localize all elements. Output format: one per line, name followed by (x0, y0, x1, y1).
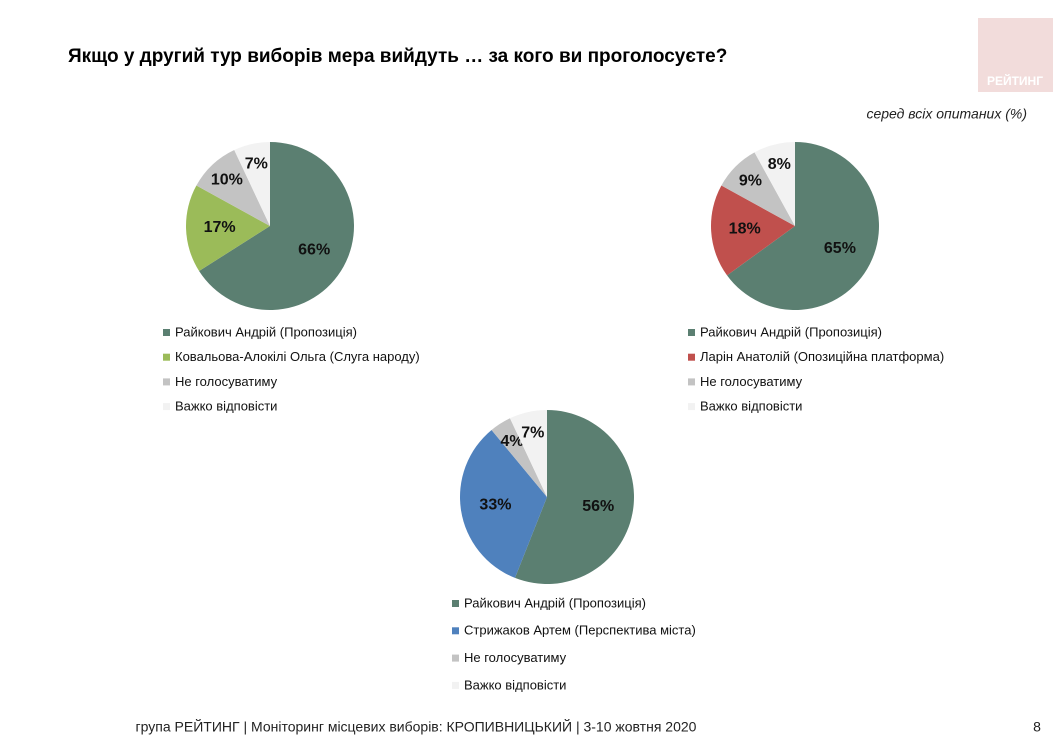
legend-label: Не голосуватиму (464, 650, 567, 665)
slice-label: 17% (204, 219, 236, 236)
logo-box (978, 18, 1053, 92)
pie-slice (710, 185, 795, 276)
pie-slice (491, 418, 547, 497)
slice-label: 7% (245, 156, 268, 173)
legend-label: Важко відповісти (464, 677, 566, 692)
legend-label: Важко відповісти (700, 399, 802, 414)
legend-label: Стрижаков Артем (Перспектива міста) (464, 623, 696, 638)
legend-label: Не голосуватиму (700, 374, 803, 389)
slice-label: 9% (739, 173, 762, 190)
legend-label: Ларін Анатолій (Опозиційна платформа) (700, 349, 944, 364)
slice-label: 33% (479, 496, 511, 513)
legend-label: Не голосуватиму (175, 374, 278, 389)
legend-swatch (163, 378, 170, 386)
slice-label: 65% (824, 240, 856, 257)
legend-swatch (688, 378, 695, 386)
slice-label: 56% (582, 498, 614, 515)
legend-swatch (163, 329, 170, 336)
legend-swatch (452, 654, 459, 662)
footer: група РЕЙТИНГ | Моніторинг місцевих вибо… (136, 718, 697, 735)
legend-label: Райкович Андрій (Пропозиція) (175, 324, 357, 339)
title: Якщо у другий тур виборів мера вийдуть …… (68, 46, 727, 67)
legend-swatch (688, 329, 695, 336)
legend-swatch (688, 353, 695, 361)
legend-swatch (163, 353, 170, 361)
logo-text: РЕЙТИНГ (987, 73, 1043, 88)
legend-swatch (452, 681, 459, 689)
pie-slice (196, 149, 270, 226)
slice-label: 18% (729, 220, 761, 237)
legend-label: Райкович Андрій (Пропозиція) (700, 324, 882, 339)
legend-label: Райкович Андрій (Пропозиція) (464, 595, 646, 610)
legend-swatch (452, 600, 459, 607)
slice-label: 66% (298, 241, 330, 258)
pie-slice (199, 142, 354, 311)
pie-slice (509, 410, 547, 497)
legend-swatch (163, 403, 170, 411)
slice-label: 4% (500, 433, 523, 450)
slice-label: 8% (768, 156, 791, 173)
pie-slice (721, 152, 795, 226)
page-number: 8 (1033, 719, 1041, 735)
pie-slice (727, 142, 880, 310)
pie-slice (514, 410, 634, 584)
legend-swatch (452, 627, 459, 635)
pie-slice (186, 185, 270, 272)
legend-label: Ковальова-Алокілі Ольга (Слуга народу) (175, 349, 420, 364)
slice-label: 7% (521, 425, 544, 442)
subtitle: серед всіх опитаних (%) (866, 106, 1027, 122)
pie-slice (459, 429, 547, 578)
pie-slice (754, 142, 795, 226)
pie-slice (234, 142, 270, 226)
slice-label: 10% (211, 171, 243, 188)
legend-label: Важко відповісти (175, 399, 277, 414)
legend-swatch (688, 403, 695, 411)
